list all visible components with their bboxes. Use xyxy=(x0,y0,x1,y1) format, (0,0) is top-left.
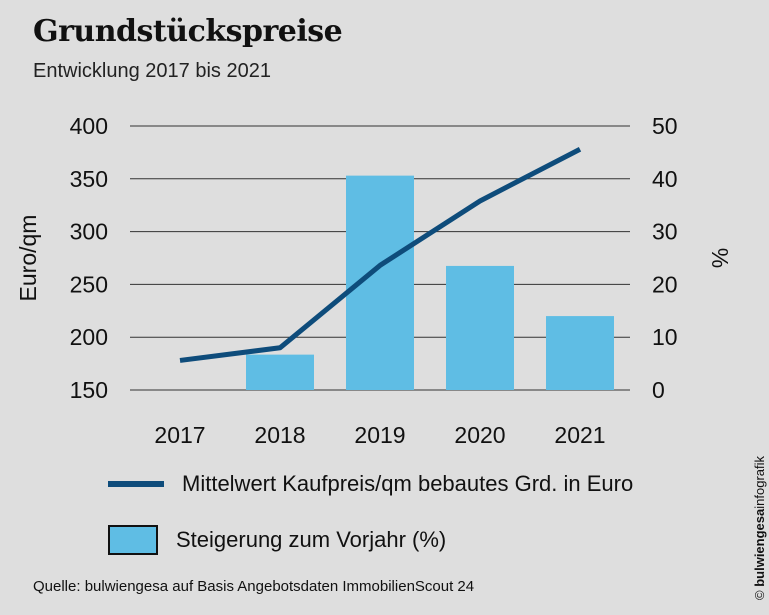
y-tick-label: 250 xyxy=(70,271,108,297)
y-tick-label: 350 xyxy=(70,166,108,192)
y2-axis-title: % xyxy=(707,248,733,268)
bar xyxy=(546,316,614,390)
x-tick-label: 2021 xyxy=(554,422,605,448)
legend-bar-label: Steigerung zum Vorjahr (%) xyxy=(176,527,447,552)
credit-note: © bulwiengesainfografik xyxy=(752,456,767,600)
legend-item-line: Mittelwert Kaufpreis/qm bebautes Grd. in… xyxy=(108,471,633,497)
legend-line-swatch xyxy=(108,481,164,487)
y-tick-label: 400 xyxy=(70,113,108,139)
legend-line-label: Mittelwert Kaufpreis/qm bebautes Grd. in… xyxy=(182,471,634,496)
x-tick-label: 2019 xyxy=(354,422,405,448)
copyright-symbol: © xyxy=(752,590,767,600)
y2-tick-label: 20 xyxy=(652,271,678,297)
source-note: Quelle: bulwiengesa auf Basis Angebotsda… xyxy=(33,578,475,595)
bar xyxy=(246,354,314,390)
x-tick-label: 2018 xyxy=(254,422,305,448)
y2-tick-label: 0 xyxy=(652,377,665,403)
x-tick-label: 2017 xyxy=(154,422,205,448)
y-tick-label: 150 xyxy=(70,377,108,403)
y2-tick-label: 50 xyxy=(652,113,678,139)
x-tick-label: 2020 xyxy=(454,422,505,448)
y2-tick-label: 40 xyxy=(652,166,678,192)
y-tick-label: 200 xyxy=(70,324,108,350)
chart-subtitle: Entwicklung 2017 bis 2021 xyxy=(33,60,271,82)
brand-suffix: infografik xyxy=(752,456,767,509)
y2-tick-label: 10 xyxy=(652,324,678,350)
y-axis-title: Euro/qm xyxy=(15,215,41,302)
bar xyxy=(446,265,514,390)
legend-bar-swatch xyxy=(108,525,158,555)
brand-name: bulwiengesa xyxy=(752,508,767,587)
chart-title: Grundstückspreise xyxy=(33,14,343,49)
y2-tick-label: 30 xyxy=(652,219,678,245)
y-tick-label: 300 xyxy=(70,219,108,245)
legend-item-bar: Steigerung zum Vorjahr (%) xyxy=(108,525,446,555)
series-line xyxy=(179,147,582,363)
